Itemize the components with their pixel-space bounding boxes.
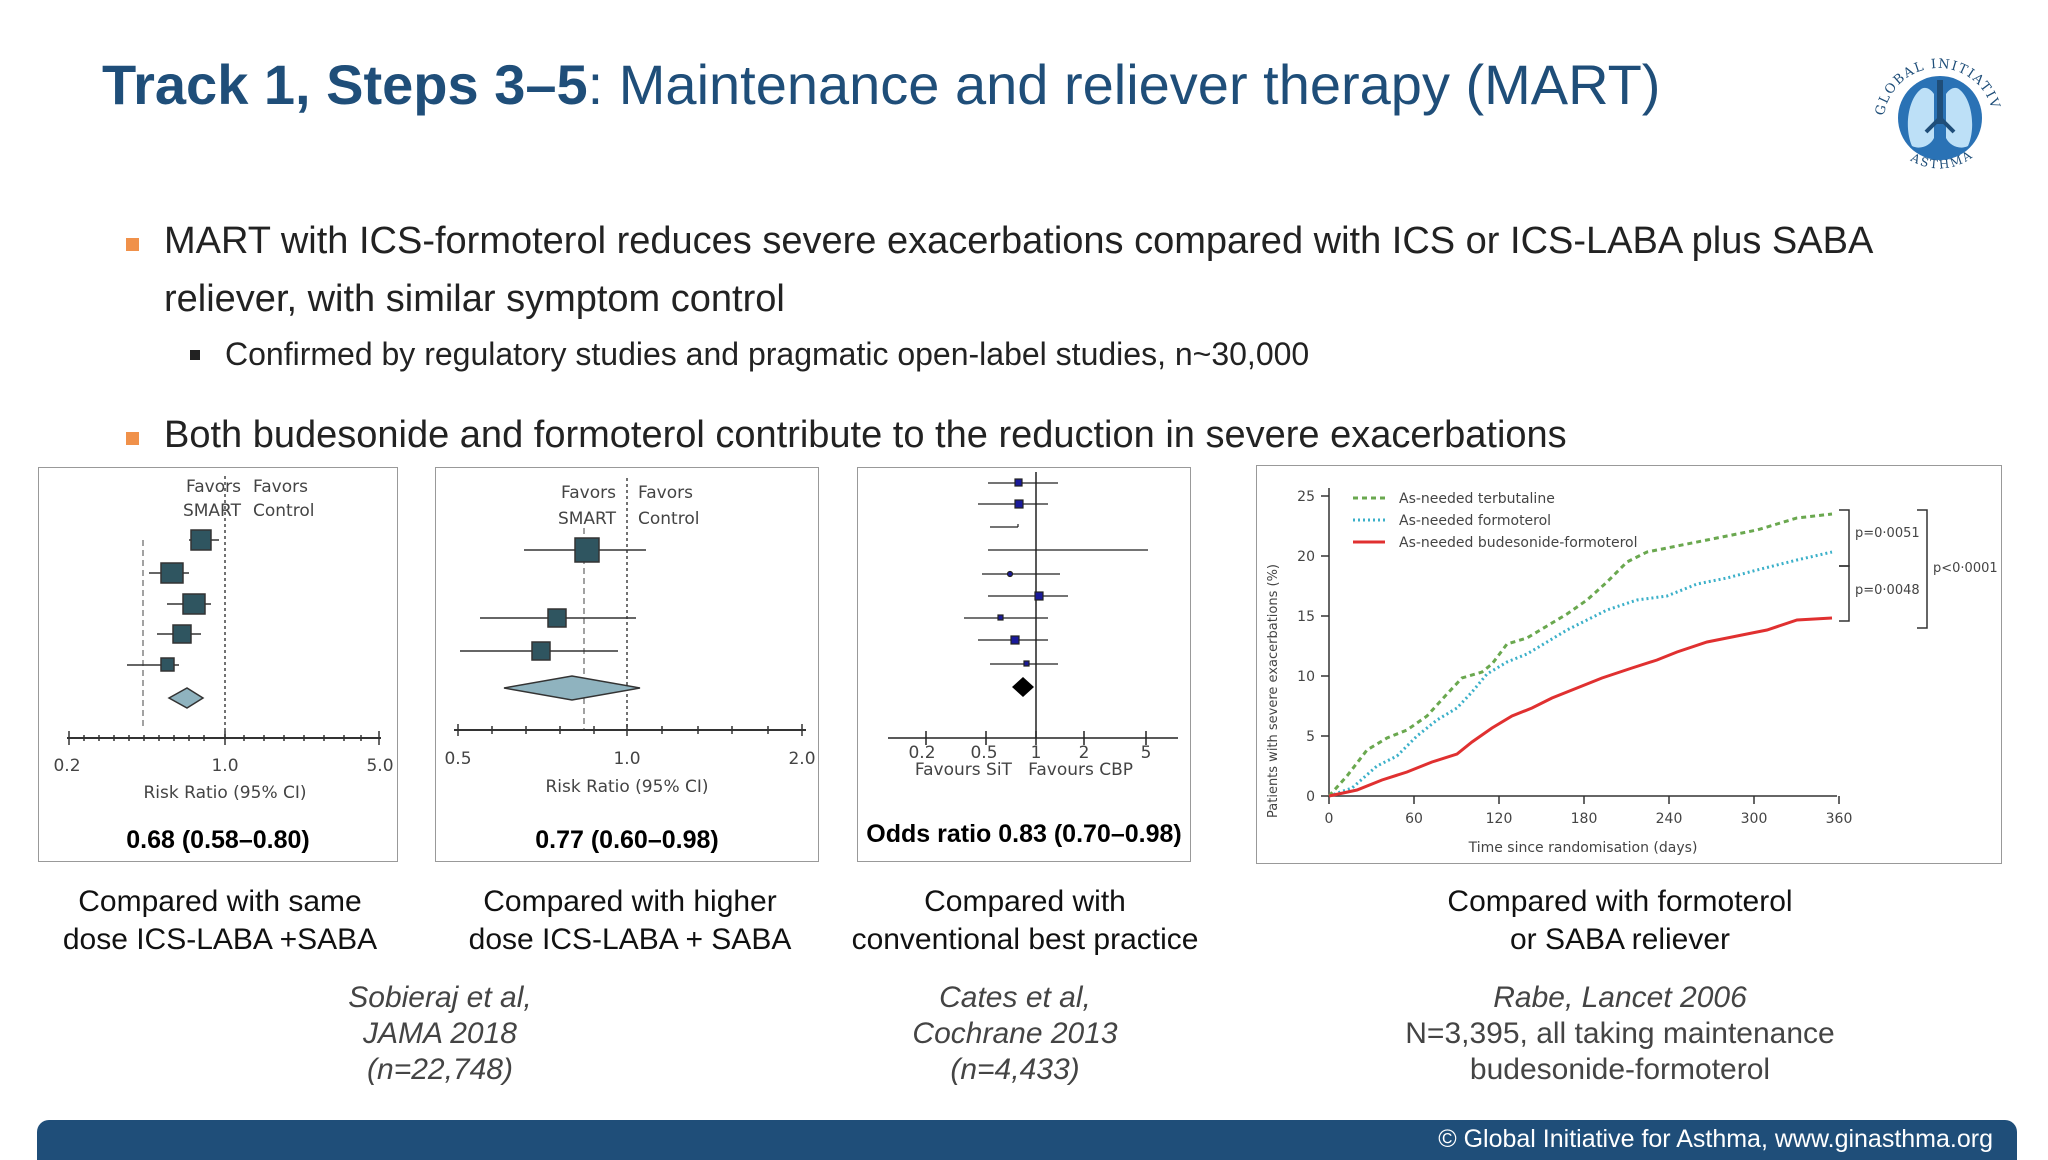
p4-x-tick-6: 360	[1826, 811, 1853, 827]
caption-2-line-1: Compared with higher	[483, 885, 777, 918]
p4-legend-3: As-needed budesonide-formoterol	[1399, 535, 1638, 551]
caption-2: Compared with higher dose ICS-LABA + SAB…	[440, 883, 820, 959]
p4-x-tick-5: 300	[1741, 811, 1768, 827]
subbullet-text: Confirmed by regulatory studies and prag…	[225, 336, 1310, 372]
p2-favors-right-1: Favors	[638, 483, 693, 503]
p3-tick-3: 1	[1031, 743, 1042, 763]
caption-4-line-2: or SABA reliever	[1509, 923, 1731, 956]
p2-favors-left-2: SMART	[558, 509, 617, 529]
caption-3-line-1: Compared with	[924, 885, 1126, 918]
p4-x-tick-2: 120	[1486, 811, 1513, 827]
caption-4: Compared with formoterol or SABA relieve…	[1410, 883, 1830, 959]
p3-tick-4: 2	[1079, 743, 1090, 763]
p3-tick-1: 0.2	[908, 743, 935, 763]
p4-y-tick-2: 10	[1297, 669, 1315, 685]
p4-x-tick-4: 240	[1656, 811, 1683, 827]
p4-y-tick-3: 15	[1297, 609, 1315, 625]
p2-favors-right-2: Control	[638, 509, 699, 529]
citation-3-line-1: Rabe, Lancet 2006	[1493, 981, 1747, 1014]
p2-axis-label: Risk Ratio (95% CI)	[545, 777, 708, 797]
p2-tick-1: 0.5	[444, 749, 471, 769]
p3-stat: Odds ratio 0.83 (0.70–0.98)	[866, 820, 1182, 848]
p4-pval-2: p=0·0048	[1855, 583, 1920, 598]
citation-2-line-3: (n=4,433)	[950, 1053, 1080, 1086]
p4-legend-1: As-needed terbutaline	[1399, 491, 1555, 507]
footer-text[interactable]: © Global Initiative for Asthma, www.gina…	[1438, 1125, 1993, 1153]
title-bold: Track 1, Steps 3–5	[102, 53, 588, 116]
p1-stat: 0.68 (0.58–0.80)	[126, 826, 310, 854]
bullet-square-2	[126, 432, 139, 445]
forest-plot-panel-3: 0.2 0.5 1 2 5 Favours SiT Favours CBP Od…	[857, 467, 1191, 862]
caption-2-line-2: dose ICS-LABA + SABA	[468, 923, 792, 956]
p4-pval-3: p<0·0001	[1933, 561, 1998, 576]
citation-2-line-2: Cochrane 2013	[912, 1017, 1118, 1050]
page-title: Track 1, Steps 3–5: Maintenance and reli…	[102, 52, 1660, 117]
citation-1: Sobieraj et al, JAMA 2018 (n=22,748)	[240, 980, 640, 1088]
title-rest: : Maintenance and reliever therapy (MART…	[587, 53, 1661, 116]
caption-1-line-1: Compared with same	[78, 885, 362, 918]
citation-1-line-1: Sobieraj et al,	[348, 981, 532, 1014]
bullet-2-line-1: Both budesonide and formoterol contribut…	[164, 414, 1567, 456]
citation-3: Rabe, Lancet 2006 N=3,395, all taking ma…	[1370, 980, 1870, 1088]
p1-favors-left-1: Favors	[186, 477, 241, 497]
citation-2: Cates et al, Cochrane 2013 (n=4,433)	[815, 980, 1215, 1088]
caption-1-line-2: dose ICS-LABA +SABA	[62, 923, 378, 956]
footer-bar: © Global Initiative for Asthma, www.gina…	[37, 1120, 2017, 1160]
citation-1-line-2: JAMA 2018	[363, 1017, 517, 1050]
gina-logo: GLOBAL INITIATIVE FOR ASTHMA	[1856, 17, 2012, 178]
kaplan-meier-panel: Patients with severe exacerbations (%) 0…	[1256, 465, 2002, 864]
p4-y-tick-4: 20	[1297, 549, 1315, 565]
citation-3-line-2: N=3,395, all taking maintenance	[1405, 1017, 1835, 1050]
p4-legend-2: As-needed formoterol	[1399, 513, 1551, 529]
citation-3-line-3: budesonide-formoterol	[1469, 1053, 1771, 1086]
citation-2-line-1: Cates et al,	[939, 981, 1091, 1014]
caption-4-line-1: Compared with formoterol	[1447, 885, 1793, 918]
p2-tick-3: 2.0	[788, 749, 815, 769]
p4-y-label: Patients with severe exacerbations (%)	[1266, 564, 1281, 818]
p3-tick-2: 0.5	[970, 743, 997, 763]
forest-plot-panel-1: Favors SMART Favors Control 0.2 1.0 5.0 …	[38, 467, 398, 862]
p4-x-label: Time since randomisation (days)	[1468, 840, 1698, 856]
p2-favors-left-1: Favors	[561, 483, 616, 503]
bullet-square-1	[126, 238, 139, 251]
p4-y-tick-0: 0	[1306, 789, 1315, 805]
p4-y-tick-5: 25	[1297, 489, 1315, 505]
caption-3-line-2: conventional best practice	[851, 923, 1199, 956]
caption-1: Compared with same dose ICS-LABA +SABA	[30, 883, 410, 959]
caption-3: Compared with conventional best practice	[830, 883, 1220, 959]
bullet-1-line-2: reliever, with similar symptom control	[164, 278, 785, 320]
p4-x-tick-1: 60	[1405, 811, 1423, 827]
forest-plot-panel-2: Favors SMART Favors Control 0.5 1.0 2.0 …	[435, 467, 819, 862]
p1-tick-2: 1.0	[211, 756, 238, 776]
p1-tick-1: 0.2	[53, 756, 80, 776]
p4-pval-1: p=0·0051	[1855, 526, 1920, 541]
citation-1-line-3: (n=22,748)	[367, 1053, 513, 1086]
p3-axis-label: Favours SiT Favours CBP	[915, 760, 1133, 780]
p4-x-tick-3: 180	[1571, 811, 1598, 827]
p3-tick-5: 5	[1141, 743, 1152, 763]
p2-tick-2: 1.0	[613, 749, 640, 769]
bullet-1-line-1: MART with ICS-formoterol reduces severe …	[164, 220, 1874, 262]
p1-favors-left-2: SMART	[183, 501, 242, 521]
subbullet-square	[190, 350, 200, 360]
p4-y-tick-1: 5	[1306, 729, 1315, 745]
p4-x-tick-0: 0	[1325, 811, 1334, 827]
p1-favors-right-1: Favors	[253, 477, 308, 497]
p1-axis-label: Risk Ratio (95% CI)	[143, 783, 306, 803]
p1-favors-right-2: Control	[253, 501, 314, 521]
p1-tick-3: 5.0	[366, 756, 393, 776]
p2-stat: 0.77 (0.60–0.98)	[535, 826, 719, 854]
